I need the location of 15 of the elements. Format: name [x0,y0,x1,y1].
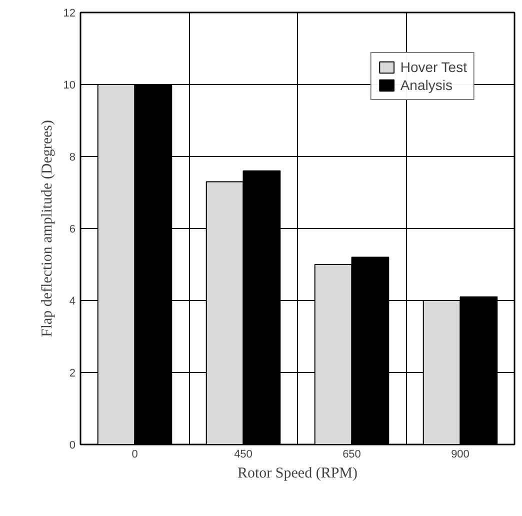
x-tick-label: 0 [132,448,138,460]
y-tick-label: 4 [69,296,76,308]
x-tick-label: 450 [234,448,252,460]
legend-label: Hover Test [400,59,467,75]
x-tick-label: 900 [451,448,470,460]
y-tick-label: 10 [63,80,76,92]
y-tick-label: 12 [63,8,76,20]
x-tick-label: 650 [342,448,361,460]
y-tick-label: 8 [69,152,76,164]
y-tick-label: 2 [69,368,76,380]
legend-label: Analysis [400,77,452,93]
y-axis-title: Flap deflection amplitude (Degrees) [39,120,56,337]
y-tick-label: 0 [69,440,76,452]
y-tick-label: 6 [69,224,76,236]
x-axis-title: Rotor Speed (RPM) [238,466,358,482]
